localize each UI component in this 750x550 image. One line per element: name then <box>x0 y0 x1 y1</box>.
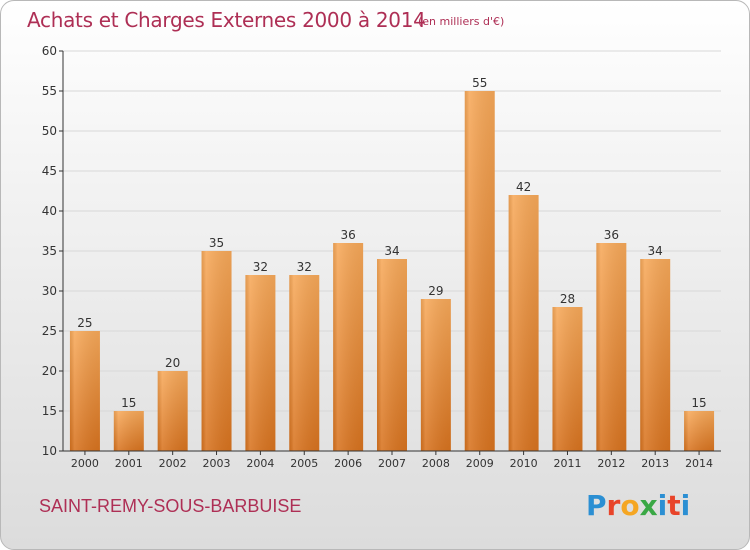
x-tick-label: 2009 <box>466 457 494 470</box>
commune-name: SAINT-REMY-SOUS-BARBUISE <box>39 496 302 516</box>
data-label: 29 <box>428 284 443 298</box>
y-tick-label: 10 <box>42 444 57 458</box>
x-tick-label: 2012 <box>597 457 625 470</box>
y-tick-label: 30 <box>42 284 57 298</box>
data-label: 35 <box>209 236 224 250</box>
bar-shade <box>245 275 276 451</box>
bar-shade <box>113 411 144 451</box>
x-tick-label: 2010 <box>510 457 538 470</box>
data-label: 32 <box>253 260 268 274</box>
logo-letter: x <box>639 489 658 522</box>
data-label: 34 <box>648 244 663 258</box>
bar-shade <box>508 195 539 451</box>
axes: 10 15 20 25 30 35 40 45 50 55 60 2000 2001 2002 2003 20… <box>42 44 721 470</box>
x-tick-label: 2007 <box>378 457 406 470</box>
bar-shade <box>69 331 100 451</box>
x-tick-label: 2006 <box>334 457 362 470</box>
bar-shade <box>201 251 232 451</box>
bar-shade <box>640 259 671 451</box>
x-tick-label: 2000 <box>71 457 99 470</box>
x-tick-label: 2001 <box>115 457 143 470</box>
y-tick-label: 50 <box>42 124 57 138</box>
y-tick-label: 45 <box>42 164 57 178</box>
logo-letter: i <box>680 489 691 522</box>
y-tick-label: 40 <box>42 204 57 218</box>
data-label: 20 <box>165 356 180 370</box>
y-tick-label: 15 <box>42 404 57 418</box>
bar-shade <box>377 259 407 451</box>
logo-letter: r <box>606 489 621 522</box>
bar-shade <box>684 411 715 451</box>
x-tick-label: 2013 <box>641 457 669 470</box>
bar-shade <box>552 307 583 451</box>
logo-letter: i <box>657 489 668 522</box>
logo-letter: t <box>667 489 681 522</box>
data-label: 34 <box>384 244 399 258</box>
y-tick-label: 25 <box>42 324 57 338</box>
data-label: 15 <box>121 396 136 410</box>
y-tick-label: 35 <box>42 244 57 258</box>
y-tick-label: 55 <box>42 84 57 98</box>
bar-shade <box>157 371 188 451</box>
data-label: 28 <box>560 292 575 306</box>
data-label: 36 <box>604 228 619 242</box>
bar-shade <box>289 275 320 451</box>
chart-subtitle: (en milliers d'€) <box>418 15 505 28</box>
chart-title: Achats et Charges Externes 2000 à 2014 <box>27 8 426 32</box>
data-label: 42 <box>516 180 531 194</box>
y-tick-label: 60 <box>42 44 57 58</box>
y-tick-label: 20 <box>42 364 57 378</box>
bar-shade <box>464 91 495 451</box>
data-labels: 25 15 20 35 32 32 36 34 29 55 42 28 36 34 15 <box>77 76 706 410</box>
bar-shade <box>596 243 627 451</box>
data-label: 36 <box>340 228 355 242</box>
data-label: 15 <box>691 396 706 410</box>
x-tick-label: 2002 <box>159 457 187 470</box>
data-label: 32 <box>297 260 312 274</box>
logo-letter: P <box>586 489 607 522</box>
bars <box>69 91 715 451</box>
x-tick-label: 2014 <box>685 457 713 470</box>
logo-letter: o <box>620 489 640 522</box>
x-tick-label: 2003 <box>203 457 231 470</box>
x-tick-label: 2011 <box>553 457 581 470</box>
x-tick-label: 2005 <box>290 457 318 470</box>
x-tick-label: 2008 <box>422 457 450 470</box>
data-label: 55 <box>472 76 487 90</box>
data-label: 25 <box>77 316 92 330</box>
bar-shade <box>420 299 451 451</box>
x-tick-label: 2004 <box>246 457 274 470</box>
bar-shade <box>333 243 364 451</box>
